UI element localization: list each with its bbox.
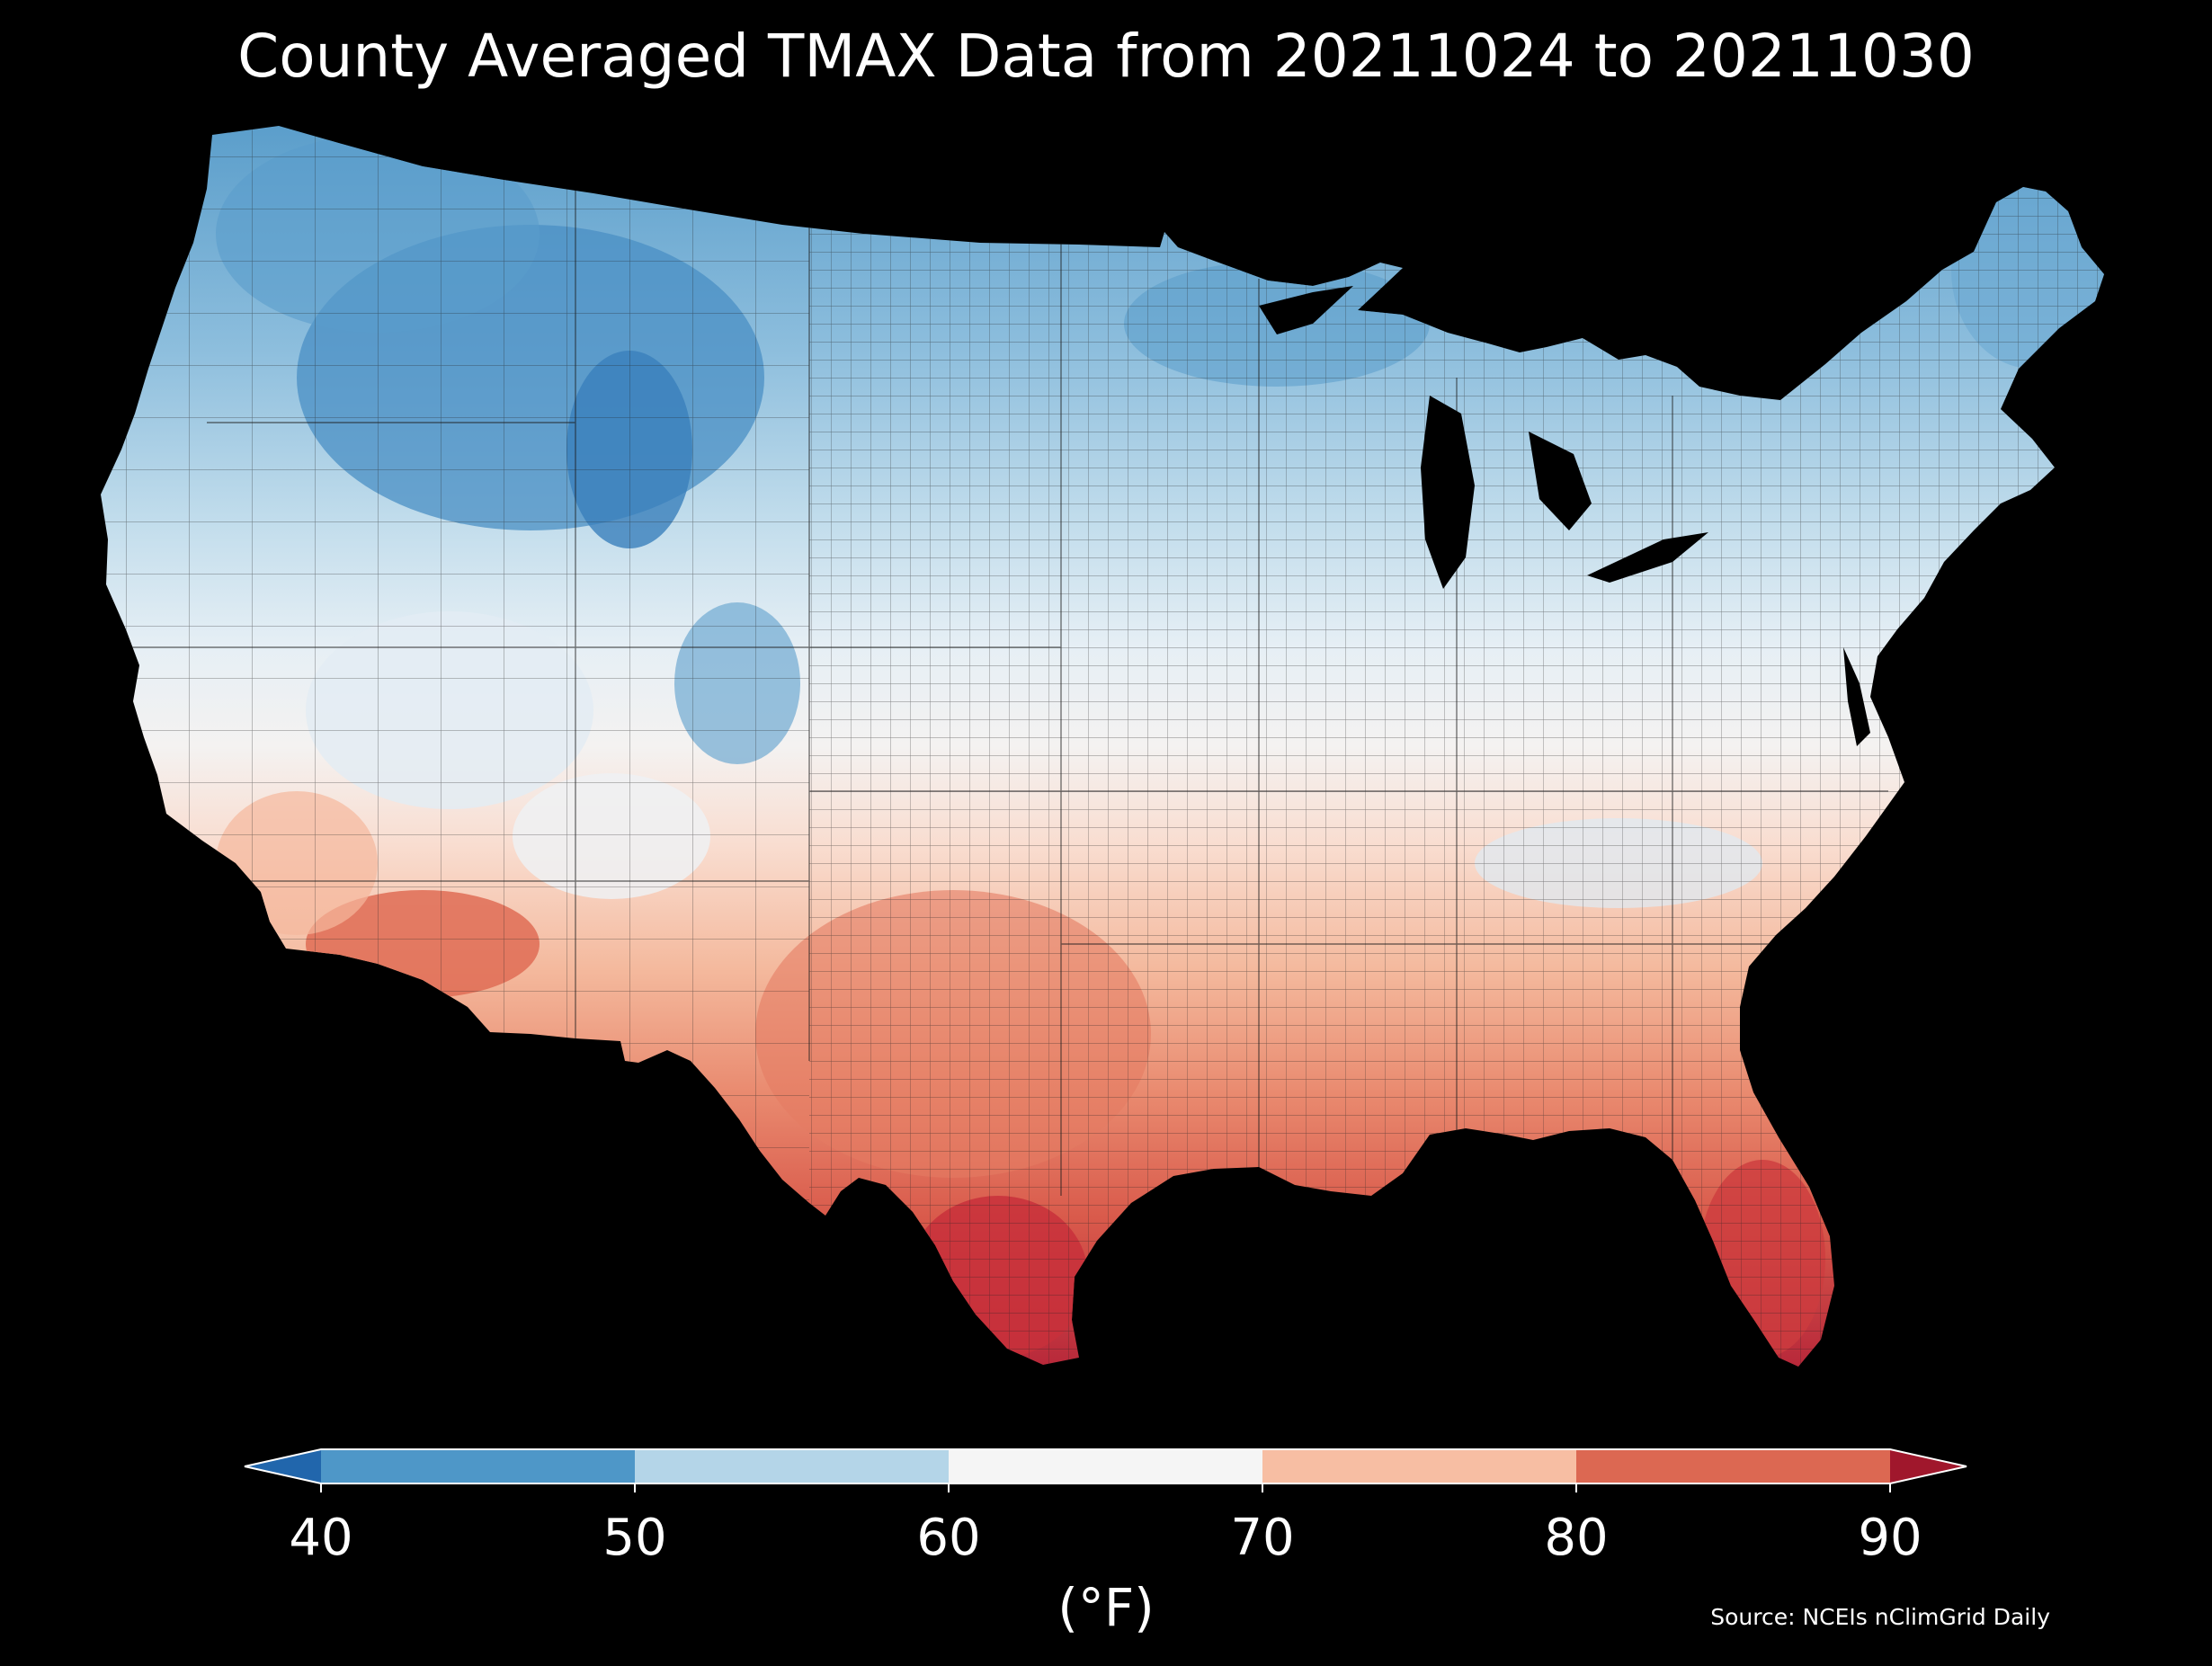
colorbar-bin-1 xyxy=(635,1449,949,1483)
colorbar-bin-3 xyxy=(1262,1449,1576,1483)
colorbar-under-arrow xyxy=(245,1449,321,1483)
colorbar-units-label: (°F) xyxy=(1057,1577,1155,1638)
colorbar-tick-label: 80 xyxy=(1544,1509,1609,1567)
chesapeake-bay xyxy=(1843,647,1870,746)
source-credit: Source: NCEIs nClimGrid Daily xyxy=(1710,1604,2050,1630)
lake-huron xyxy=(1529,432,1592,530)
colorbar-bin-2 xyxy=(949,1449,1262,1483)
map-title: County Averaged TMAX Data from 20211024 … xyxy=(237,22,1975,91)
lake-erie xyxy=(1587,532,1708,583)
colorbar-over-arrow xyxy=(1890,1449,1967,1483)
lake-superior xyxy=(1259,286,1353,334)
colorbar-bin-0 xyxy=(321,1449,635,1483)
state-boundaries xyxy=(108,144,1888,1196)
colorbar-tick-label: 40 xyxy=(289,1509,353,1567)
conus-map xyxy=(101,126,2104,1367)
colorbar xyxy=(244,1448,1967,1492)
colorbar-tick-label: 50 xyxy=(602,1509,667,1567)
colorbar-tick-label: 60 xyxy=(916,1509,981,1567)
colorbar-bin-4 xyxy=(1576,1449,1890,1483)
san-francisco-bay xyxy=(135,773,160,805)
great-lakes xyxy=(135,286,1870,805)
lake-michigan xyxy=(1421,396,1475,589)
colorbar-tick-label: 90 xyxy=(1858,1509,1922,1567)
colorbar-tick-label: 70 xyxy=(1230,1509,1295,1567)
